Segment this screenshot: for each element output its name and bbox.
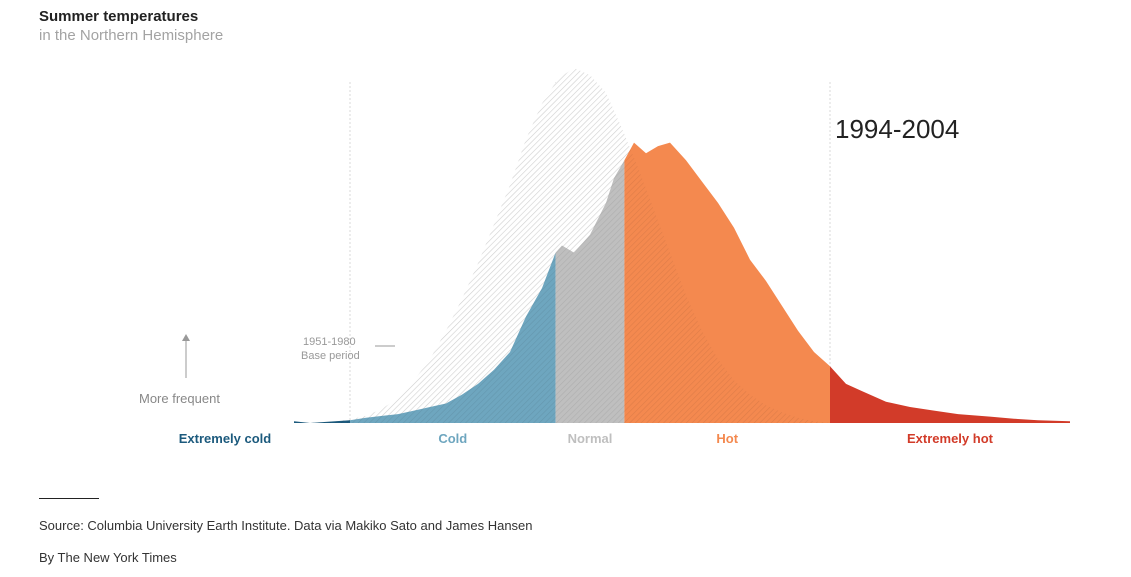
category-label-extremely-hot: Extremely hot xyxy=(907,431,994,446)
chart-subtitle: in the Northern Hemisphere xyxy=(39,27,224,44)
category-label-hot: Hot xyxy=(716,431,738,446)
baseline-label-text: Base period xyxy=(301,350,360,362)
baseline-label-years: 1951-1980 xyxy=(303,336,356,348)
chart-title: Summer temperatures xyxy=(39,8,199,25)
source-note: Source: Columbia University Earth Instit… xyxy=(39,518,533,533)
category-band-extremely-hot xyxy=(830,142,1070,423)
category-label-cold: Cold xyxy=(438,431,467,446)
temperature-distribution-chart: 1994-2004 1951-1980 Base period More fre… xyxy=(139,68,1070,446)
frequency-arrow-icon xyxy=(182,334,190,341)
footer-rule xyxy=(39,498,99,499)
byline: By The New York Times xyxy=(39,550,177,565)
category-band-extremely-cold xyxy=(294,142,350,423)
category-label-extremely-cold: Extremely cold xyxy=(179,431,272,446)
frequency-label: More frequent xyxy=(139,391,220,406)
period-label: 1994-2004 xyxy=(835,114,959,144)
category-label-normal: Normal xyxy=(568,431,613,446)
